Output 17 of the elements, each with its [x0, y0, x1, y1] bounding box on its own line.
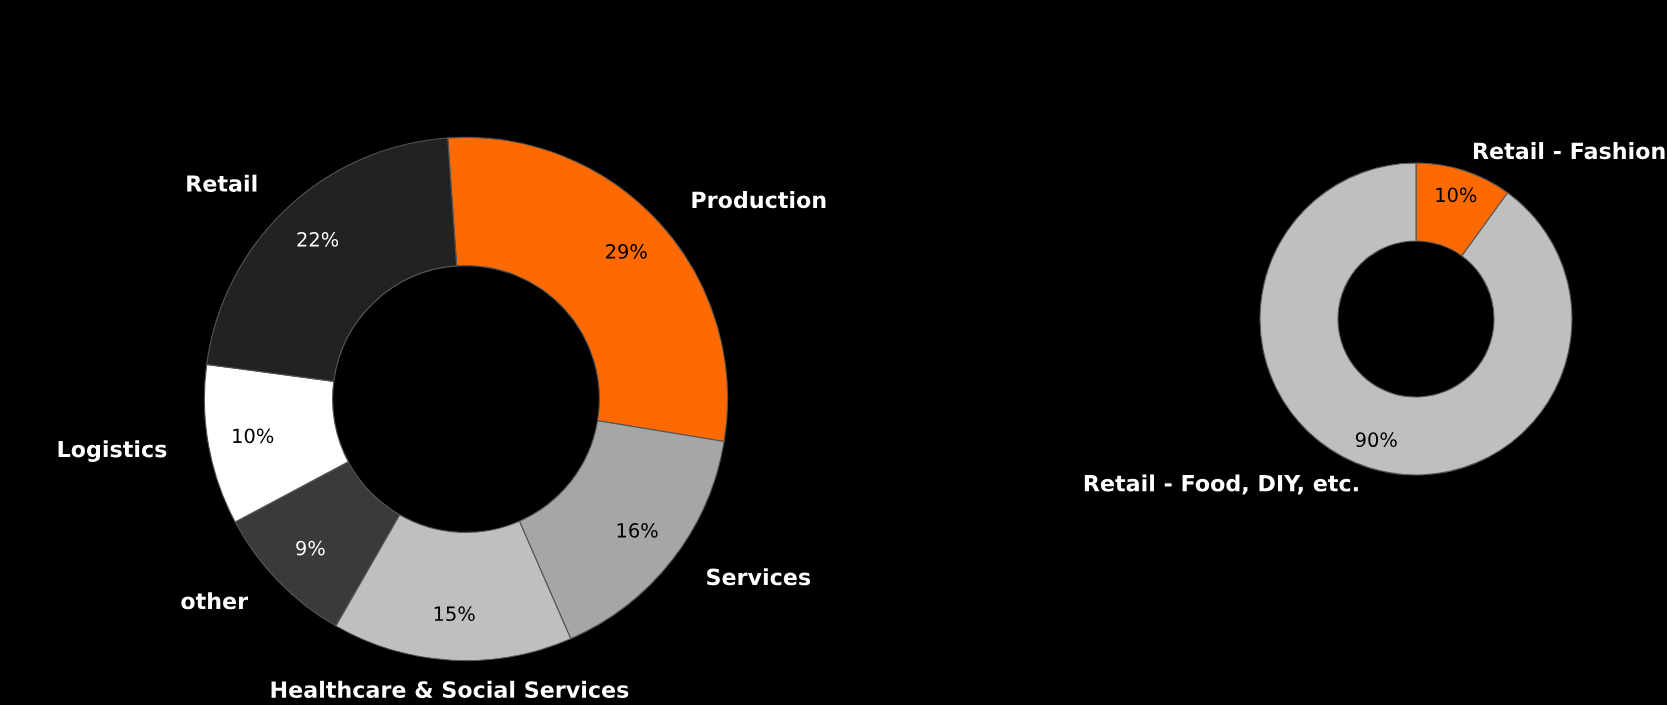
slice-label: other	[181, 592, 249, 610]
donut-slice	[1259, 162, 1573, 476]
data-label: 10%	[233, 428, 274, 444]
data-label: 10%	[1436, 187, 1477, 203]
slice-label: Services	[707, 568, 811, 586]
data-label: 9%	[296, 540, 325, 556]
data-label: 29%	[606, 244, 647, 259]
data-label: 15%	[434, 606, 475, 622]
data-label: 22%	[297, 231, 339, 247]
slice-label: Healthcare & Social Services	[271, 680, 629, 698]
data-label: 16%	[617, 523, 658, 538]
slice-label: Production	[692, 191, 826, 209]
slice-label: Retail - Fashion	[1473, 142, 1665, 160]
slice-label: Retail - Food, DIY, etc.	[1084, 474, 1358, 495]
slice-label: Retail	[187, 174, 257, 192]
slice-label: Logistics	[58, 440, 167, 462]
data-label: 90%	[1355, 432, 1397, 448]
